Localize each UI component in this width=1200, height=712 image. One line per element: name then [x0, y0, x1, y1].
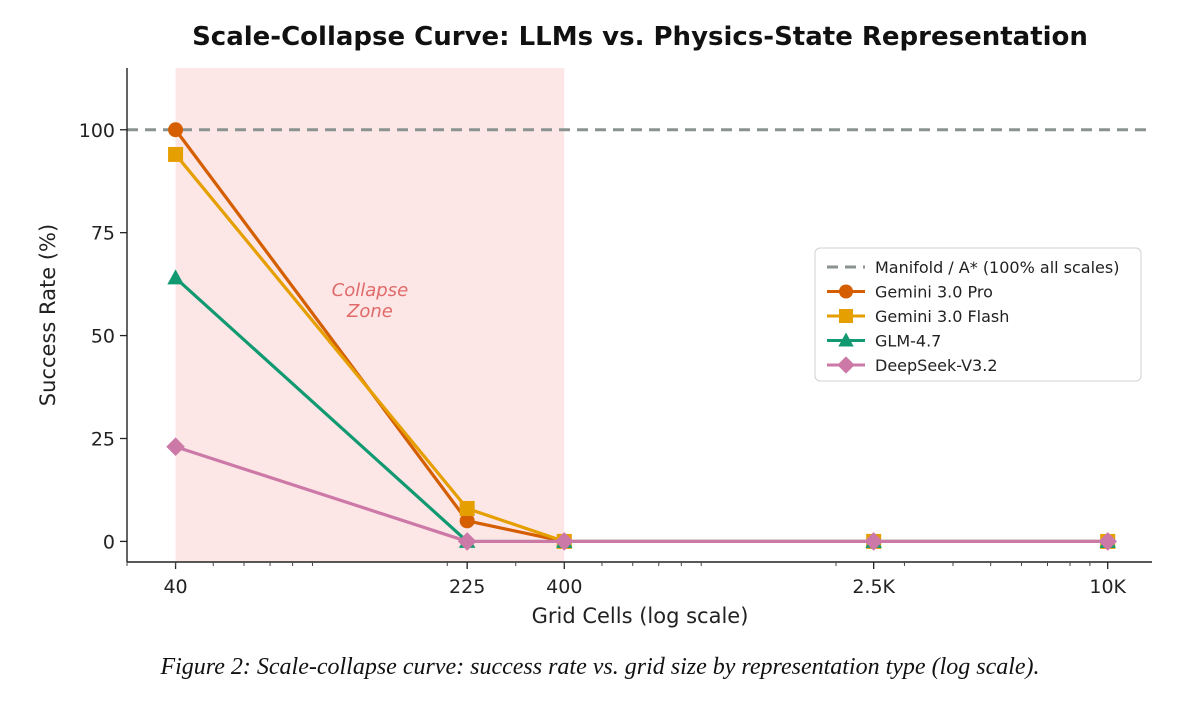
data-point [554, 532, 574, 551]
data-point [459, 513, 475, 529]
legend-entry-label: DeepSeek-V3.2 [875, 356, 998, 375]
collapse-zone-label-line1: Collapse [332, 280, 409, 301]
chart-canvas: Scale-Collapse Curve: LLMs vs. Physics-S… [36, 22, 1152, 628]
collapse-zone-region [175, 68, 565, 562]
legend-entry-label: Gemini 3.0 Flash [875, 307, 1009, 326]
legend-entry-label: Gemini 3.0 Pro [875, 283, 993, 302]
x-tick-label: 225 [449, 576, 485, 598]
legend: Manifold / A* (100% all scales) Gemini 3.… [814, 247, 1142, 382]
legend-entry-label: Manifold / A* (100% all scales) [875, 258, 1119, 277]
x-tick-label: 400 [546, 576, 582, 598]
data-point [1098, 532, 1118, 551]
y-tick-label: 100 [79, 120, 115, 142]
data-point [459, 500, 475, 516]
x-axis-label: Grid Cells (log scale) [532, 604, 749, 628]
data-point [457, 532, 477, 551]
data-point [168, 146, 184, 162]
legend-marker [838, 332, 854, 347]
y-tick-label: 50 [91, 326, 115, 348]
legend-marker [839, 309, 853, 323]
collapse-zone-label-line2: Zone [346, 301, 393, 322]
data-point [168, 122, 184, 138]
x-tick-label: 2.5K [852, 576, 895, 598]
legend-marker [839, 284, 853, 299]
y-tick-label: 0 [103, 531, 115, 553]
data-point [864, 532, 883, 551]
x-tick-label: 40 [163, 576, 187, 598]
legend-entry-label: GLM-4.7 [875, 332, 941, 351]
chart-title: Scale-Collapse Curve: LLMs vs. Physics-S… [192, 22, 1088, 52]
legend-box [814, 247, 1142, 382]
figure-caption: Figure 2: Scale-collapse curve: success … [160, 654, 1040, 680]
x-tick-label: 10K [1089, 576, 1126, 598]
data-point [166, 437, 185, 457]
y-axis-label: Success Rate (%) [36, 224, 60, 406]
y-tick-label: 25 [91, 429, 115, 451]
y-tick-label: 75 [91, 223, 115, 245]
data-point [167, 269, 184, 285]
legend-marker [837, 356, 855, 374]
